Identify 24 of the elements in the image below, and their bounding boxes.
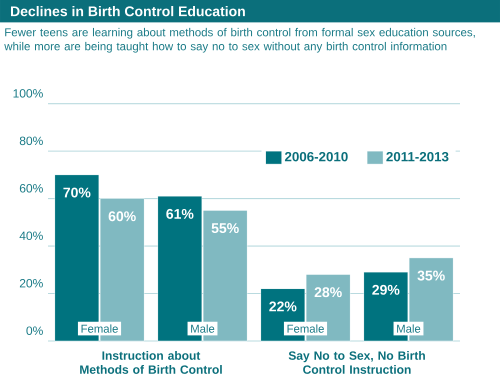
y-tick-label: 0% bbox=[26, 326, 43, 335]
data-label: 60% bbox=[108, 211, 136, 222]
data-label: 35% bbox=[417, 270, 445, 281]
text: Instruction about Methods of Birth Control bbox=[80, 351, 222, 374]
data-label: 29% bbox=[372, 284, 400, 295]
text: Say No to Sex, No Birth Control Instruction bbox=[288, 351, 425, 374]
data-label: 55% bbox=[212, 223, 239, 234]
x-tick-label: Female bbox=[288, 324, 324, 333]
y-tick-label: 80% bbox=[20, 136, 43, 146]
data-label: 28% bbox=[314, 287, 342, 298]
y-tick-label: 100% bbox=[14, 89, 43, 98]
y-tick-label: 40% bbox=[20, 232, 43, 240]
chart-subtitle: Fewer teens are learning about methods of birth control from formal sex education sources, while more are being taught how to say no to sex without any birth control information bbox=[4, 28, 475, 53]
legend-label: 2011-2013 bbox=[386, 152, 448, 162]
x-tick-label: Male bbox=[397, 324, 420, 333]
y-tick-label: 20% bbox=[20, 278, 43, 288]
chart-title: Declines in Birth Control Education bbox=[10, 6, 245, 16]
data-label: 70% bbox=[63, 188, 90, 198]
data-label: 22% bbox=[269, 301, 296, 312]
x-tick-label: Male bbox=[191, 324, 214, 333]
x-tick-label: Female bbox=[82, 324, 118, 333]
legend-label: 2006-2010 bbox=[284, 152, 348, 162]
data-label: 61% bbox=[166, 208, 194, 219]
y-tick-label: 60% bbox=[20, 184, 43, 193]
